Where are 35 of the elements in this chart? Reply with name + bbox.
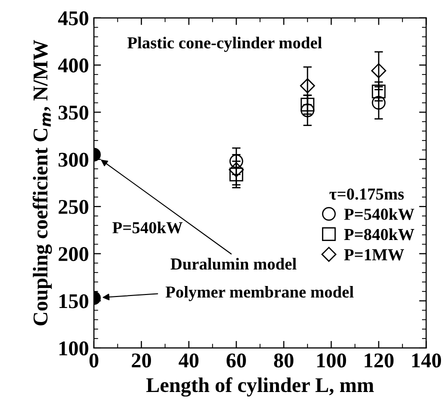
x-tick-label: 140 bbox=[412, 353, 441, 368]
y-tick-label: 300 bbox=[58, 152, 88, 167]
annotation: P=540kW bbox=[112, 222, 183, 234]
y-tick-label: 200 bbox=[58, 247, 88, 262]
point bbox=[300, 78, 316, 94]
y-tick-label: 100 bbox=[59, 341, 88, 356]
point bbox=[229, 168, 244, 182]
x-tick-label: 0 bbox=[90, 353, 98, 368]
y-tick-label: 400 bbox=[58, 58, 88, 72]
x-tick-label: 60 bbox=[226, 353, 246, 368]
x-axis-title: Length of cylinder L, mm bbox=[146, 377, 374, 397]
x-tick-label: 40 bbox=[178, 353, 198, 368]
y-tick-label: 350 bbox=[58, 106, 88, 120]
point bbox=[372, 96, 386, 110]
point bbox=[229, 154, 244, 168]
legend-label: P=1MW bbox=[344, 249, 404, 260]
annotation: Duralumin model bbox=[170, 258, 296, 270]
annotation: Polymer membrane model bbox=[166, 286, 354, 302]
x-tick-label: 120 bbox=[364, 353, 394, 368]
y-tick-label: 150 bbox=[59, 294, 88, 308]
y-axis-title: Coupling coefficient C$_{m}$, N/MW bbox=[32, 40, 52, 326]
point bbox=[372, 84, 386, 98]
annotation: Plastic cone-cylinder model bbox=[127, 36, 322, 52]
legend-label: P=840kW bbox=[344, 228, 414, 240]
x-tick-label: 20 bbox=[132, 353, 152, 368]
point bbox=[228, 162, 244, 178]
point bbox=[300, 98, 314, 112]
legend-title: τ=0.175ms bbox=[329, 188, 404, 200]
point bbox=[300, 103, 314, 118]
y-tick-label: 250 bbox=[58, 200, 88, 214]
x-tick-label: 100 bbox=[317, 353, 346, 368]
y-tick-label: 450 bbox=[58, 11, 88, 26]
point bbox=[371, 63, 386, 78]
x-tick-label: 80 bbox=[274, 353, 294, 368]
legend-label: P=540kW bbox=[344, 208, 414, 220]
